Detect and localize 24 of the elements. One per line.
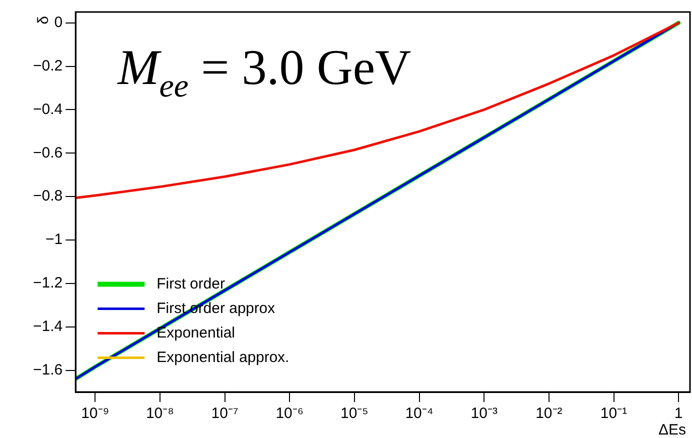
y-axis-title: δ <box>35 16 52 24</box>
x-tick-label: 10⁻⁵ <box>340 405 368 422</box>
x-tick-label: 10⁻³ <box>470 405 498 422</box>
x-tick-label: 10⁻⁴ <box>405 405 434 422</box>
x-tick-label: 10⁻⁷ <box>211 405 238 422</box>
legend-label: First order <box>156 275 225 292</box>
y-tick-label: −1 <box>46 231 63 248</box>
x-tick-label: 10⁻¹ <box>600 405 628 422</box>
y-tick-label: −1.6 <box>32 361 63 378</box>
x-tick-label: 10⁻⁹ <box>81 405 110 422</box>
y-tick-label: −0.6 <box>32 144 63 162</box>
y-tick-label: −0.4 <box>32 100 63 118</box>
y-tick-label: 0 <box>54 14 63 31</box>
y-tick-label: −0.8 <box>32 188 63 205</box>
x-axis-title: ΔEs <box>658 422 686 438</box>
x-tick-label: 10⁻² <box>536 405 562 422</box>
legend-label: Exponential <box>156 324 236 342</box>
y-tick-label: −1.4 <box>32 318 63 335</box>
y-tick-label: −1.2 <box>32 274 63 292</box>
x-tick-label: 10⁻⁸ <box>146 405 174 422</box>
y-tick-label: −0.2 <box>32 57 63 74</box>
x-tick-label: 1 <box>674 405 683 422</box>
x-tick-label: 10⁻⁶ <box>276 405 304 422</box>
legend-label: Exponential approx. <box>156 348 290 366</box>
